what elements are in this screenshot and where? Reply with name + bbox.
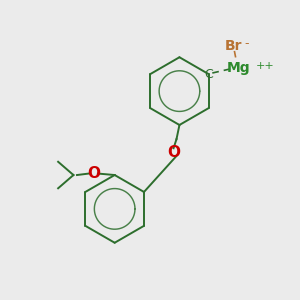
Text: O: O — [87, 166, 100, 181]
Text: Br: Br — [225, 39, 242, 53]
Text: O: O — [167, 146, 180, 160]
Text: -: - — [244, 38, 249, 50]
Text: Mg: Mg — [226, 61, 250, 75]
Text: ++: ++ — [256, 61, 274, 71]
Text: C: C — [204, 68, 213, 81]
